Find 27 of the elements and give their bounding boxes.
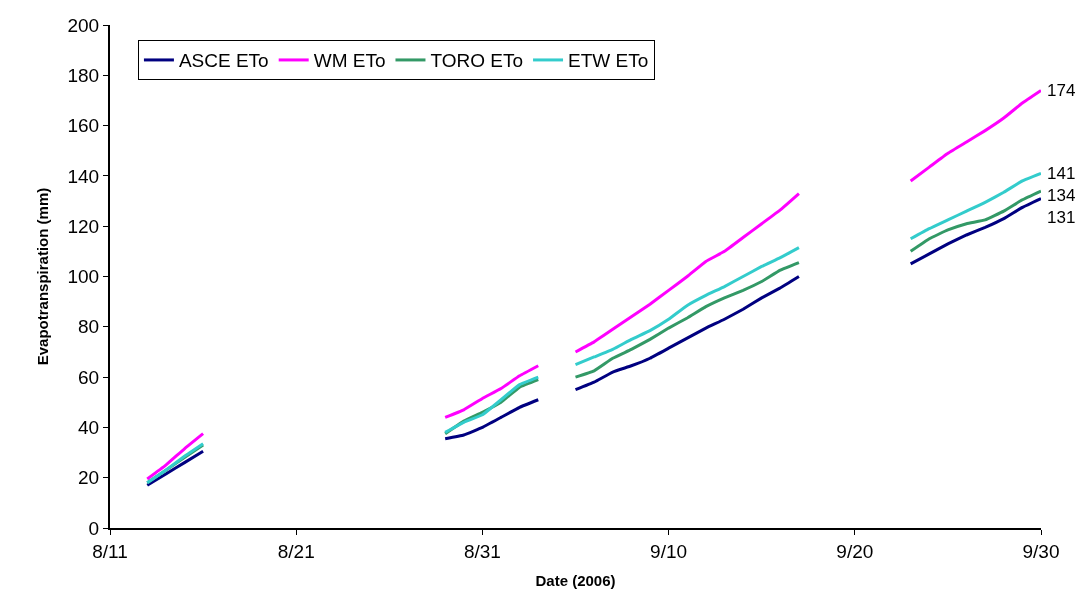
y-tick-label: 40 [78, 417, 100, 439]
y-tick-label: 200 [67, 14, 100, 36]
y-tick-label: 100 [67, 266, 100, 288]
annotation: 134 [1047, 186, 1076, 205]
y-tick-label: 140 [67, 165, 100, 187]
annotation: 174 [1047, 81, 1076, 100]
y-tick-label: 80 [78, 316, 100, 338]
x-tick-label: 8/31 [463, 540, 501, 562]
annotation: 131 [1047, 208, 1076, 227]
x-tick-label: 8/21 [277, 540, 315, 562]
legend-label: TORO ETo [430, 50, 524, 72]
y-tick-label: 160 [67, 115, 100, 137]
y-tick-label: 60 [78, 366, 100, 388]
annotation: 141 [1047, 164, 1076, 183]
legend-label: WM ETo [313, 50, 386, 72]
x-tick-label: 9/30 [1022, 540, 1060, 562]
y-tick-label: 0 [88, 517, 100, 539]
legend-label: ASCE ETo [178, 50, 269, 72]
y-axis-title: Evapotranspiration (mm) [34, 187, 52, 366]
x-axis-title: Date (2006) [535, 572, 616, 590]
x-tick-label: 9/10 [650, 540, 688, 562]
legend-label: ETW ETo [568, 50, 649, 72]
x-tick-label: 9/20 [836, 540, 874, 562]
y-tick-label: 120 [67, 215, 100, 237]
x-tick-label: 8/11 [92, 540, 128, 562]
y-tick-label: 180 [67, 64, 100, 86]
y-tick-label: 20 [78, 467, 100, 489]
